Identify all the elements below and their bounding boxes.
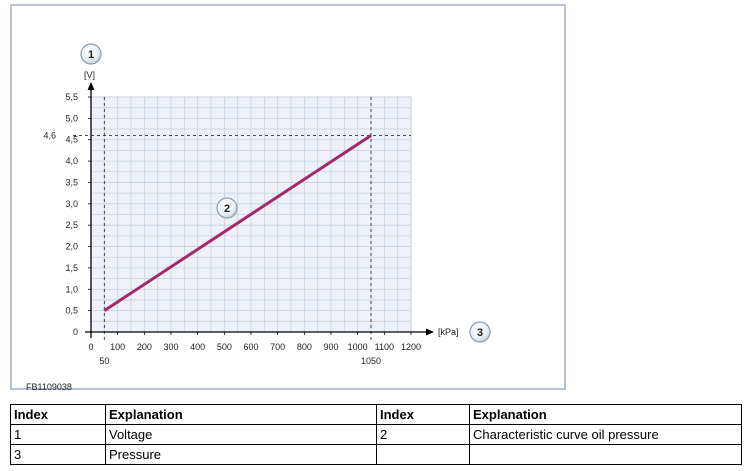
y-tick-label: 1,5	[65, 263, 78, 273]
legend-cell: 3	[10, 444, 106, 465]
x-axis-label: [kPa]	[438, 327, 459, 337]
x-reference-label: 50	[99, 356, 109, 366]
y-tick-label: 4,0	[65, 156, 78, 166]
x-reference-label: 1050	[361, 356, 381, 366]
characteristic-curve-line	[103, 134, 372, 312]
y-axis-label: [V]	[84, 70, 95, 80]
legend-row: 1 Voltage 2 Characteristic curve oil pre…	[10, 424, 742, 445]
callout-y-axis: 1	[80, 43, 102, 65]
legend-cell: Characteristic curve oil pressure	[469, 424, 742, 445]
figure-code: FB1109038	[26, 382, 72, 392]
legend-header-index: Index	[10, 404, 106, 425]
legend-table: Index Explanation Index Explanation 1 Vo…	[10, 404, 742, 465]
y-tick-label: 3,0	[65, 199, 78, 209]
x-tick-label: 500	[217, 342, 232, 352]
y-axis-arrow	[87, 82, 95, 90]
y-tick-label: 1,0	[65, 284, 78, 294]
legend-cell: Pressure	[105, 444, 377, 465]
legend-row: 3 Pressure	[10, 444, 742, 465]
legend-cell	[376, 444, 470, 465]
callout-x-axis: 3	[469, 321, 491, 343]
callout-curve: 2	[216, 197, 238, 219]
figure-frame: 0 100 200 300 400 500 600 700 800 900 1000 1100 1200…	[10, 4, 566, 392]
legend-header-row: Index Explanation Index Explanation	[10, 404, 742, 425]
x-tick-label: 0	[88, 342, 93, 352]
x-tick-label: 700	[270, 342, 285, 352]
x-tick-label: 900	[323, 342, 338, 352]
x-tick-label: 1100	[375, 342, 394, 352]
chart: 0 100 200 300 400 500 600 700 800 900 1000 1100 1200…	[43, 43, 491, 366]
x-tick-label: 800	[297, 342, 312, 352]
y-tick-label: 2,5	[65, 220, 78, 230]
callout-x-axis-number: 3	[477, 327, 483, 339]
x-tick-label: 1200	[401, 342, 421, 352]
y-tick-label: 2,0	[65, 242, 78, 252]
axes	[85, 82, 434, 338]
y-tick-label: 5,0	[65, 113, 78, 123]
callout-curve-number: 2	[224, 203, 230, 215]
legend-cell: Voltage	[105, 424, 377, 445]
legend-header-explanation: Explanation	[469, 404, 742, 425]
series-layer	[103, 134, 372, 312]
x-tick-label: 1000	[348, 342, 368, 352]
x-tick-label: 300	[163, 342, 178, 352]
x-tick-label: 200	[137, 342, 152, 352]
y-tick-label: 3,5	[65, 177, 78, 187]
legend-cell: 2	[376, 424, 470, 445]
y-reference-label: 4,6	[43, 130, 56, 140]
legend-cell	[469, 444, 742, 465]
y-tick-label: 5,5	[65, 92, 78, 102]
reference-lines	[73, 97, 411, 342]
x-axis-arrow	[426, 328, 434, 336]
callout-y-axis-number: 1	[88, 49, 94, 61]
x-tick-label: 100	[110, 342, 125, 352]
y-tick-label: 0	[73, 327, 78, 337]
x-tick-label: 600	[243, 342, 258, 352]
x-tick-label: 400	[190, 342, 205, 352]
tick-labels: 0 100 200 300 400 500 600 700 800 900 1000 1100 1200…	[43, 92, 421, 366]
y-tick-label: 4,5	[65, 135, 78, 145]
legend-header-index: Index	[376, 404, 470, 425]
legend-header-explanation: Explanation	[105, 404, 377, 425]
legend-cell: 1	[10, 424, 106, 445]
y-tick-label: 0,5	[65, 306, 78, 316]
